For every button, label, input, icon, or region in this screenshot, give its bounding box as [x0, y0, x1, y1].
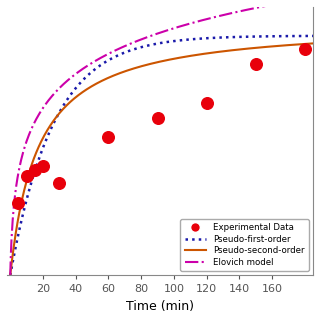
Experimental Data: [155, 116, 160, 121]
X-axis label: Time (min): Time (min): [126, 300, 194, 313]
Pseudo-first-order: [304, 34, 308, 38]
Experimental Data: [302, 47, 308, 52]
Elovich model: [8, 273, 12, 277]
Pseudo-second-order: [257, 46, 260, 50]
Elovich model: [257, 5, 260, 9]
Experimental Data: [106, 135, 111, 140]
Experimental Data: [16, 200, 21, 205]
Experimental Data: [57, 181, 62, 186]
Pseudo-first-order: [257, 35, 260, 38]
Experimental Data: [32, 167, 37, 172]
Pseudo-second-order: [154, 61, 158, 65]
Experimental Data: [24, 173, 29, 178]
Experimental Data: [253, 62, 258, 67]
Legend: Experimental Data, Pseudo-first-order, Pseudo-second-order, Elovich model: Experimental Data, Pseudo-first-order, P…: [180, 219, 309, 271]
Pseudo-first-order: [311, 34, 315, 38]
Pseudo-first-order: [152, 42, 156, 46]
Line: Pseudo-second-order: Pseudo-second-order: [10, 44, 313, 275]
Pseudo-second-order: [172, 57, 176, 61]
Pseudo-first-order: [154, 42, 158, 46]
Elovich model: [304, 0, 308, 1]
Pseudo-second-order: [152, 61, 156, 65]
Pseudo-second-order: [311, 42, 315, 45]
Pseudo-second-order: [8, 273, 12, 277]
Pseudo-first-order: [8, 274, 12, 277]
Line: Pseudo-first-order: Pseudo-first-order: [10, 36, 313, 276]
Pseudo-second-order: [188, 54, 192, 58]
Experimental Data: [40, 164, 45, 169]
Elovich model: [154, 32, 158, 36]
Elovich model: [152, 33, 156, 37]
Pseudo-first-order: [188, 37, 192, 41]
Elovich model: [172, 26, 176, 30]
Experimental Data: [204, 100, 209, 105]
Line: Elovich model: Elovich model: [10, 0, 313, 275]
Pseudo-first-order: [172, 39, 176, 43]
Elovich model: [188, 21, 192, 25]
Pseudo-second-order: [304, 42, 308, 46]
